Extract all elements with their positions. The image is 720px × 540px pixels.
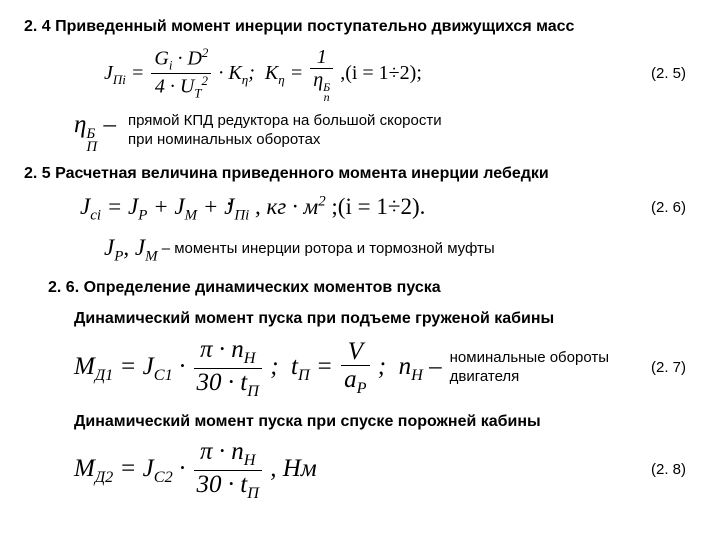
eq27-30: 30 xyxy=(197,369,222,396)
eq26-units-sup: 2 xyxy=(318,193,325,209)
eq28-30: 30 xyxy=(197,471,222,498)
eq26-tail: ;(i = 1÷2). xyxy=(331,194,425,219)
equation-2-6: Jci = JP + JM + JПi , кг · м2 ;(i = 1÷2)… xyxy=(80,191,425,226)
equation-2-8-row: MД2 = JC2 · π · nH 30 · tП , Нм (2. 8) xyxy=(24,438,696,503)
eq27-a: a xyxy=(344,366,357,393)
eta-dash: – xyxy=(104,111,117,138)
eq28-frac: π · nH 30 · tП xyxy=(194,438,262,503)
eq25-four: 4 xyxy=(155,76,165,98)
eq28-t-sub: П xyxy=(247,484,259,502)
eq27-desc2: двигателя xyxy=(450,368,520,385)
eq27-m-sub: Д1 xyxy=(95,366,113,384)
eq27-m: M xyxy=(74,353,95,380)
jpjm-text: моменты инерции ротора и тормозной муфты xyxy=(174,240,494,257)
eq27-desc1: номинальные обороты xyxy=(450,349,609,366)
eta-symbol: ηБП – xyxy=(74,108,116,154)
eqnum-2-7: (2. 7) xyxy=(651,358,686,378)
eq27-desc: номинальные обороты двигателя xyxy=(450,349,609,387)
eq28-units: Нм xyxy=(283,455,317,482)
eq27-tp-sub: П xyxy=(298,366,310,384)
eq27-j: J xyxy=(143,353,154,380)
eq25-g-sub: i xyxy=(169,58,173,73)
eqnum-2-5: (2. 5) xyxy=(651,64,686,84)
eq26-jpi: J xyxy=(224,194,234,219)
eq25-g: G xyxy=(154,48,168,70)
eq26-jp: J xyxy=(128,194,138,219)
section-2-6-title: 2. 6. Определение динамических моментов … xyxy=(48,277,696,299)
eq25-eta: η xyxy=(313,69,323,91)
eta-sub: П xyxy=(86,141,97,154)
eq28-n-sub: H xyxy=(244,451,256,469)
eta-desc-row: ηБП – прямой КПД редуктора на большой ск… xyxy=(24,108,696,154)
eq25-k1: K xyxy=(228,61,241,83)
eq27-a-sub: P xyxy=(357,379,367,397)
jpjm-jp: J xyxy=(104,235,114,260)
jpjm-dash: – xyxy=(162,240,170,257)
eq27-nh: n xyxy=(399,353,412,380)
eq27-t-sub: П xyxy=(247,382,259,400)
eq27-pi: π xyxy=(200,336,213,363)
eq27-nh-sub: H xyxy=(411,366,423,384)
eq26-units: кг · м xyxy=(267,194,319,219)
eq28-j: J xyxy=(143,455,154,482)
jpjm-desc: – моменты инерции ротора и тормозной муф… xyxy=(158,240,495,259)
eq25-frac2: 1 ηБп xyxy=(310,46,333,102)
eq25-u-sup: 2 xyxy=(202,73,209,88)
eq28-j-sub: C2 xyxy=(154,468,173,486)
eq27-n: n xyxy=(231,336,244,363)
jpjm-desc-row: JP, JM – моменты инерции ротора и тормоз… xyxy=(24,232,696,267)
equation-2-6-row: Jci = JP + JM + JПi , кг · м2 ;(i = 1÷2)… xyxy=(24,191,696,226)
eq28-pi: π xyxy=(200,438,213,465)
eq25-k1-sub: η xyxy=(242,71,248,86)
eta-line1: прямой КПД редуктора на большой скорости xyxy=(128,112,442,129)
eq28-m-sub: Д2 xyxy=(95,468,113,486)
eq25-lhs-sub: Пi xyxy=(113,71,126,86)
jpjm-symbols: JP, JM xyxy=(104,232,158,267)
jpjm-jm: J xyxy=(135,235,145,260)
equation-2-5: JПi = Gi · D2 4 · UT2 · Kη; Kη = 1 ηБп ,… xyxy=(104,46,422,102)
dynamic-down-title: Динамический момент пуска при спуске пор… xyxy=(74,411,696,433)
equation-2-5-row: JПi = Gi · D2 4 · UT2 · Kη; Kη = 1 ηБп ,… xyxy=(24,46,696,102)
eq25-eta-sub: п xyxy=(323,92,330,102)
eq28-n: n xyxy=(231,438,244,465)
eta-sym: η xyxy=(74,111,86,138)
section-2-5-title: 2. 5 Расчетная величина приведенного мом… xyxy=(24,163,696,185)
equation-2-8: MД2 = JC2 · π · nH 30 · tП , Нм xyxy=(74,438,317,503)
eqnum-2-8: (2. 8) xyxy=(651,460,686,480)
eq26-lhs: J xyxy=(80,194,90,219)
eq27-j-sub: C1 xyxy=(154,366,173,384)
eq25-k2-sub: η xyxy=(278,71,284,86)
eqnum-2-6: (2. 6) xyxy=(651,198,686,218)
eq26-jpi-sub: Пi xyxy=(234,208,249,224)
eq27-dash: – xyxy=(429,353,442,380)
equation-2-7: MД1 = JC1 · π · nH 30 · tП ; tП = V aP ;… xyxy=(74,336,442,401)
eq26-jp-sub: P xyxy=(138,208,147,224)
eq25-d-sup: 2 xyxy=(202,45,209,60)
eq26-lhs-sub: ci xyxy=(90,208,101,224)
equation-2-7-row: MД1 = JC1 · π · nH 30 · tП ; tП = V aP ;… xyxy=(24,336,696,401)
eta-line2: при номинальных оборотах xyxy=(128,131,320,148)
eq27-tp: t xyxy=(291,353,298,380)
eq25-k2: K xyxy=(265,61,278,83)
eq28-m: M xyxy=(74,455,95,482)
section-2-4-title: 2. 4 Приведенный момент инерции поступат… xyxy=(24,16,696,38)
eq26-jm: J xyxy=(174,194,184,219)
eq27-frac2: V aP xyxy=(341,338,369,398)
eq27-n-sub: H xyxy=(244,349,256,367)
eq25-one: 1 xyxy=(310,46,333,69)
eq25-d: D xyxy=(187,48,201,70)
eq25-lhs: J xyxy=(104,61,113,83)
jpjm-jp-sub: P xyxy=(114,248,123,264)
eq27-frac1: π · nH 30 · tП xyxy=(194,336,262,401)
eq25-u-sub: T xyxy=(194,86,201,101)
eq25-u: U xyxy=(180,76,194,98)
eq25-frac1: Gi · D2 4 · UT2 xyxy=(151,46,211,101)
eq26-jm-sub: M xyxy=(185,208,197,224)
eq27-v: V xyxy=(341,338,369,367)
eq25-tail: ,(i = 1÷2); xyxy=(340,61,422,83)
eta-desc-text: прямой КПД редуктора на большой скорости… xyxy=(128,112,442,150)
jpjm-jm-sub: M xyxy=(145,248,157,264)
dynamic-up-title: Динамический момент пуска при подъеме гр… xyxy=(74,308,696,330)
